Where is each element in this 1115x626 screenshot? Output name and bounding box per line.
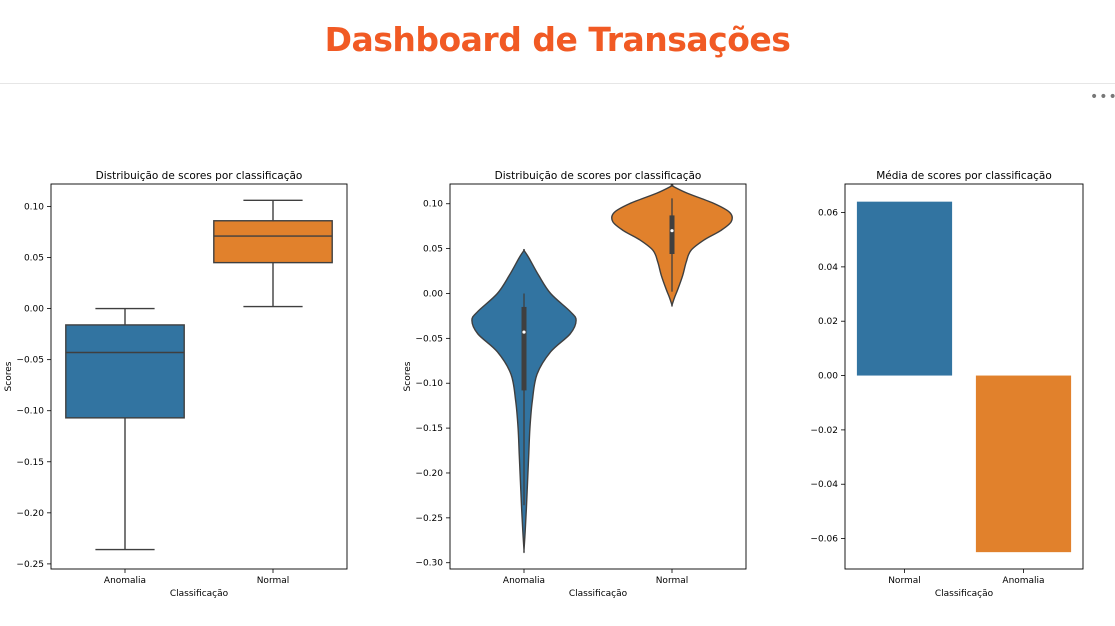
plot-frame xyxy=(449,183,747,570)
x-tick-label: Normal xyxy=(888,576,921,586)
y-tick-label: −0.02 xyxy=(810,426,838,436)
chart-title: Média de scores por classificação xyxy=(876,170,1052,182)
y-tick-label: 0.05 xyxy=(423,245,443,255)
y-tick-label: −0.05 xyxy=(415,334,443,344)
chart-3: Média de scores por classificação 0.06 0.0… xyxy=(810,170,1084,599)
x-tick-label: Anomalia xyxy=(1002,576,1044,586)
y-tick-label: −0.15 xyxy=(16,458,44,468)
box-normal xyxy=(213,220,333,264)
y-tick-label: −0.25 xyxy=(415,514,443,524)
x-tick-label: Normal xyxy=(656,576,689,586)
y-axis-label: Scores xyxy=(403,361,413,391)
x-tick-label: Anomalia xyxy=(104,576,146,586)
page-title: Dashboard de Transações xyxy=(324,20,791,59)
x-tick-label: Anomalia xyxy=(503,576,545,586)
violin-median-dot xyxy=(670,229,674,233)
y-tick-label: 0.00 xyxy=(818,372,838,382)
plot-frame xyxy=(844,183,1084,570)
y-tick-label: 0.00 xyxy=(423,289,443,299)
y-tick-label: −0.20 xyxy=(16,509,44,519)
y-tick-label: −0.25 xyxy=(16,560,44,570)
page-header: Dashboard de Transações xyxy=(0,0,1115,84)
y-tick-label: −0.30 xyxy=(415,559,443,569)
y-tick-label: −0.20 xyxy=(415,469,443,479)
box-anomalia xyxy=(65,324,185,419)
plot-frame xyxy=(50,183,348,570)
x-tick-label: Normal xyxy=(257,576,290,586)
chart-title: Distribuição de scores por classificação xyxy=(495,170,702,182)
bar-anomalia xyxy=(975,375,1072,553)
y-axis-label: Scores xyxy=(4,361,14,391)
y-tick-label: 0.00 xyxy=(24,305,44,315)
chart-title: Distribuição de scores por classificação xyxy=(96,170,303,182)
y-tick-label: 0.10 xyxy=(423,200,443,210)
chart-1: Distribuição de scores por classificação… xyxy=(4,170,348,599)
y-tick-label: −0.04 xyxy=(810,480,838,490)
x-axis-label: Classificação xyxy=(170,589,229,599)
violin-median-dot xyxy=(522,330,526,334)
y-tick-label: −0.15 xyxy=(415,424,443,434)
y-tick-label: 0.02 xyxy=(818,317,838,327)
y-tick-label: 0.06 xyxy=(818,209,838,219)
y-tick-label: 0.04 xyxy=(818,263,838,273)
y-tick-label: −0.05 xyxy=(16,356,44,366)
violin-iqr-box xyxy=(669,215,675,254)
y-tick-label: 0.10 xyxy=(24,202,44,212)
y-tick-label: −0.06 xyxy=(810,535,838,545)
y-tick-label: −0.10 xyxy=(16,407,44,417)
x-axis-label: Classificação xyxy=(569,589,628,599)
chart-2: Distribuição de scores por classificação… xyxy=(403,170,747,599)
more-horizontal-icon[interactable]: ••• xyxy=(1090,89,1115,105)
violin-iqr-box xyxy=(521,306,527,391)
y-tick-label: −0.10 xyxy=(415,379,443,389)
x-axis-label: Classificação xyxy=(935,589,994,599)
bar-normal xyxy=(856,201,953,376)
y-tick-label: 0.05 xyxy=(24,254,44,264)
